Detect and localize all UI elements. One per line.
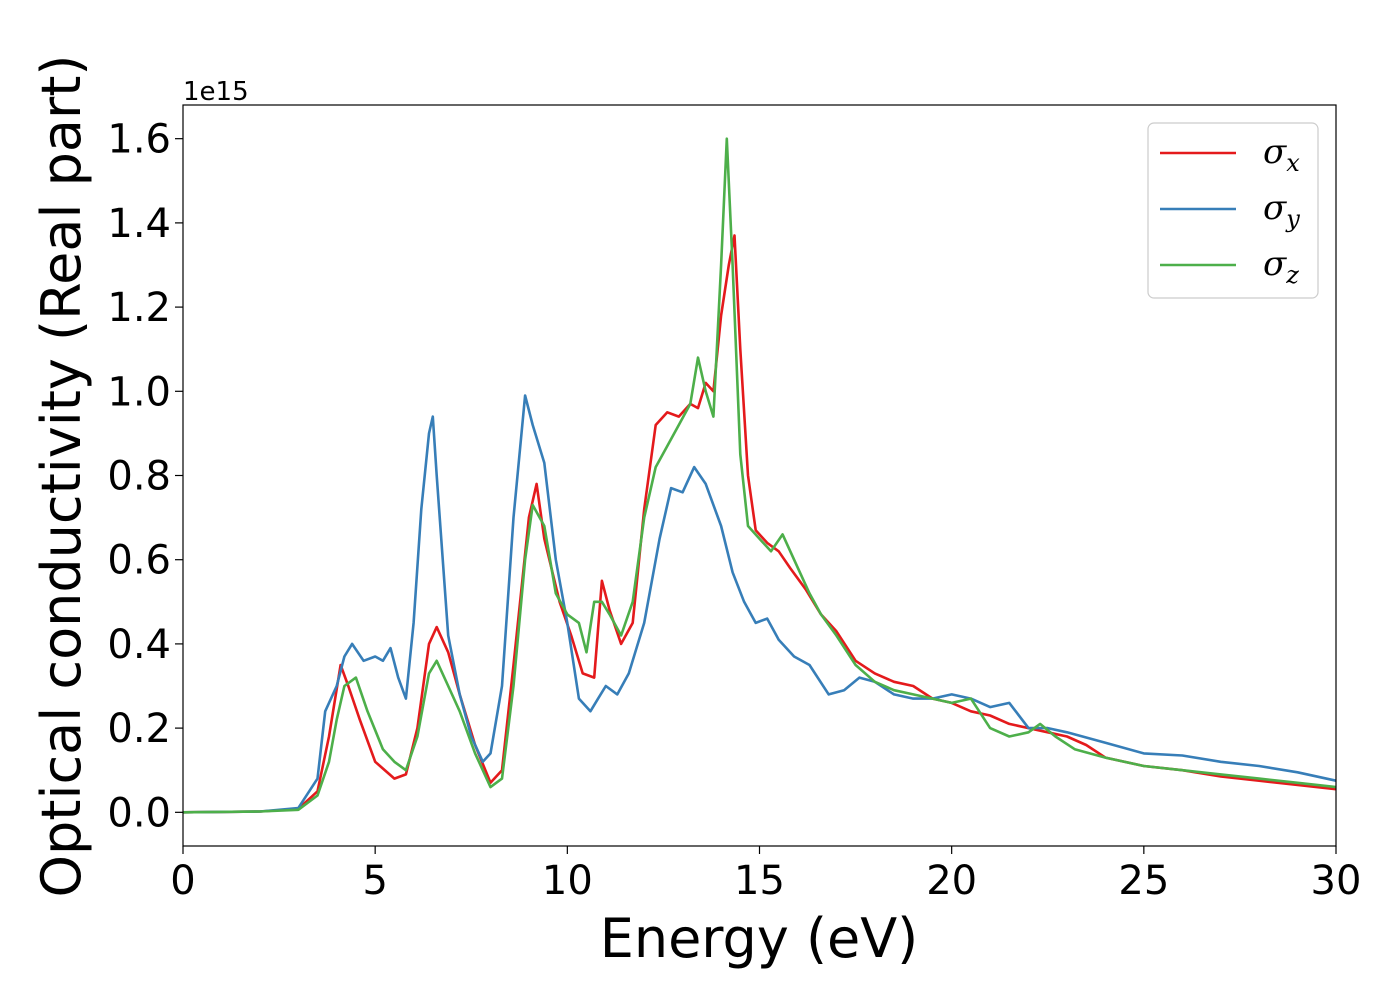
x-axis-label: Energy (eV) <box>600 907 919 970</box>
y-tick-label: 0.2 <box>107 706 171 752</box>
x-axis-ticks: 0 5 10 15 20 25 30 <box>170 846 1361 904</box>
x-tick-label: 30 <box>1311 858 1362 904</box>
series-line-z <box>182 137 1337 814</box>
legend-box <box>1147 122 1319 299</box>
x-tick-label: 10 <box>542 858 593 904</box>
x-tick-label: 25 <box>1118 858 1169 904</box>
series-layer <box>182 137 1337 814</box>
legend-label-z: σz <box>1263 244 1299 289</box>
legend-label-y: σy <box>1263 188 1300 233</box>
y-tick-label: 0.4 <box>107 622 171 668</box>
x-tick-label: 5 <box>362 858 387 904</box>
y-tick-label: 0.0 <box>107 790 171 836</box>
y-tick-label: 1.6 <box>107 117 171 163</box>
x-tick-label: 0 <box>170 858 195 904</box>
series-line-y <box>182 394 1337 814</box>
x-tick-label: 15 <box>734 858 785 904</box>
y-axis-label: Optical conductivity (Real part) <box>30 55 93 898</box>
y-tick-label: 1.4 <box>107 201 171 247</box>
legend-label-x: σx <box>1263 132 1300 177</box>
y-offset-label: 1e15 <box>183 77 249 107</box>
y-tick-label: 0.8 <box>107 454 171 500</box>
y-tick-label: 1.2 <box>107 285 171 331</box>
plot-area <box>183 105 1336 846</box>
y-axis-ticks: 0.0 0.2 0.4 0.6 0.8 1.0 1.2 1.4 1.6 <box>107 117 183 836</box>
y-tick-label: 1.0 <box>107 369 171 415</box>
x-tick-label: 20 <box>926 858 977 904</box>
y-tick-label: 0.6 <box>107 538 171 584</box>
legend: σx σy σz <box>1147 122 1319 299</box>
